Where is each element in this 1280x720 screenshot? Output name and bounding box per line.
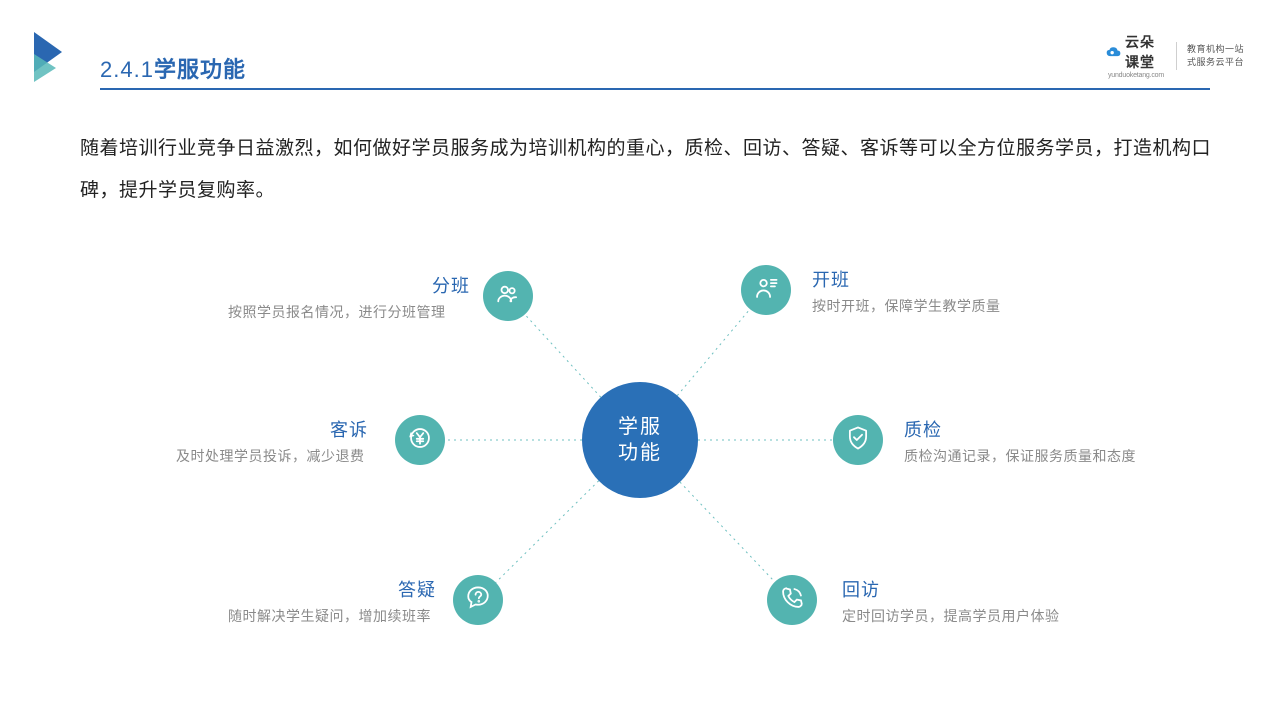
logo-divider [1176,42,1177,70]
node-title-kaiban: 开班 [812,266,850,292]
diagram-hub: 学服功能 [582,382,698,498]
phone-icon [779,585,805,616]
node-title-huifang: 回访 [842,576,880,602]
corner-arrow-decoration [34,32,74,80]
node-desc-fenban: 按照学员报名情况，进行分班管理 [228,302,446,322]
node-kaiban [741,265,791,315]
yen-refresh-icon [407,425,433,456]
node-title-zhijian: 质检 [904,416,942,442]
node-title-kesu: 客诉 [330,416,368,442]
group-icon [495,281,521,312]
node-desc-zhijian: 质检沟通记录，保证服务质量和态度 [904,446,1136,466]
node-fenban [483,271,533,321]
heading-underline [100,88,1210,90]
logo-tagline-line1: 教育机构一站 [1187,43,1244,56]
node-title-dayi: 答疑 [398,576,436,602]
logo-area: 云朵课堂 yunduoketang.com 教育机构一站 式服务云平台 [1106,32,1244,79]
node-zhijian [833,415,883,465]
logo-tagline: 教育机构一站 式服务云平台 [1187,43,1244,68]
section-heading: 2.4.1学服功能 [100,52,246,84]
logo-brand-text: 云朵课堂 [1125,32,1166,72]
cloud-icon [1106,44,1121,60]
node-title-fenban: 分班 [432,272,470,298]
node-desc-huifang: 定时回访学员，提高学员用户体验 [842,606,1060,626]
section-number: 2.4.1 [100,57,154,82]
logo-tagline-line2: 式服务云平台 [1187,56,1244,69]
node-desc-dayi: 随时解决学生疑问，增加续班率 [228,606,431,626]
shield-icon [845,425,871,456]
question-icon [465,585,491,616]
hub-label: 学服功能 [618,414,662,466]
teacher-icon [753,275,779,306]
node-desc-kesu: 及时处理学员投诉，减少退费 [176,446,365,466]
node-kesu [395,415,445,465]
section-title: 学服功能 [154,57,246,82]
logo-mark: 云朵课堂 yunduoketang.com [1106,32,1166,79]
node-desc-kaiban: 按时开班，保障学生教学质量 [812,296,1001,316]
intro-paragraph: 随着培训行业竞争日益激烈，如何做好学员服务成为培训机构的重心，质检、回访、答疑、… [80,128,1220,212]
node-dayi [453,575,503,625]
radial-diagram: 学服功能 分班按照学员报名情况，进行分班管理客诉及时处理学员投诉，减少退费答疑随时… [0,240,1280,700]
logo-url: yunduoketang.com [1108,72,1164,79]
node-huifang [767,575,817,625]
